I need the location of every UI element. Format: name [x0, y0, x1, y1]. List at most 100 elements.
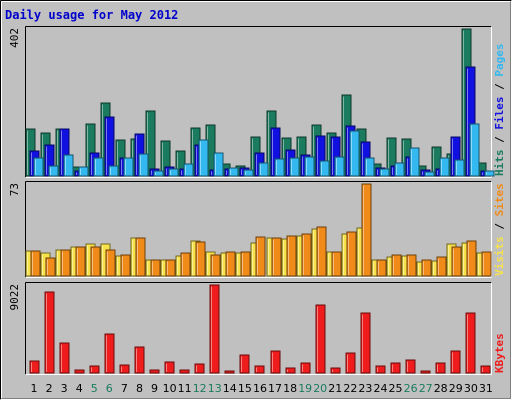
- bar-kbytes-day-8: [134, 346, 145, 374]
- day-label-11: 11: [178, 382, 192, 395]
- bar-pages-day-16: [258, 162, 269, 177]
- day-label-24: 24: [374, 382, 388, 395]
- panel-kbytes: 9022 KBytes: [8, 282, 506, 375]
- bar-pages-day-1: [33, 157, 44, 177]
- bar-sites-day-17: [271, 237, 282, 277]
- bar-pages-day-24: [379, 168, 390, 177]
- bar-sites-day-31: [481, 251, 492, 277]
- chart-panels: 402 Hits / Files / Pages 73 Visits / Sites 9…: [8, 26, 506, 375]
- bar-pages-day-25: [394, 162, 405, 177]
- bar-pages-day-26: [409, 147, 420, 177]
- day-label-14: 14: [223, 382, 237, 395]
- bar-kbytes-day-30: [465, 312, 476, 374]
- bar-pages-day-21: [334, 156, 345, 177]
- day-label-1: 1: [31, 382, 38, 395]
- label-files: Files: [493, 97, 506, 130]
- bar-kbytes-day-7: [119, 364, 130, 374]
- bar-sites-day-13: [210, 254, 221, 277]
- bar-kbytes-day-15: [239, 354, 250, 374]
- bar-sites-day-20: [316, 226, 327, 277]
- bar-kbytes-day-3: [59, 342, 70, 374]
- day-label-31: 31: [479, 382, 493, 395]
- bar-kbytes-day-2: [44, 291, 55, 374]
- bar-pages-day-6: [108, 165, 119, 177]
- bar-kbytes-day-13: [209, 284, 220, 374]
- bar-sites-day-16: [255, 236, 266, 277]
- bar-kbytes-day-19: [300, 362, 311, 374]
- bar-sites-day-26: [406, 254, 417, 277]
- day-label-30: 30: [464, 382, 478, 395]
- bar-sites-day-30: [466, 240, 477, 277]
- bar-kbytes-day-16: [254, 365, 265, 374]
- bar-sites-day-29: [451, 246, 462, 277]
- day-label-5: 5: [91, 382, 98, 395]
- bar-sites-day-23: [361, 183, 372, 277]
- bar-sites-day-19: [301, 233, 312, 277]
- bar-sites-day-6: [105, 249, 116, 277]
- bar-pages-day-3: [63, 154, 74, 177]
- bar-sites-day-8: [135, 237, 146, 277]
- day-label-12: 12: [193, 382, 207, 395]
- label-separator: /: [493, 77, 506, 97]
- day-label-2: 2: [46, 382, 53, 395]
- day-label-17: 17: [268, 382, 282, 395]
- bar-sites-day-21: [331, 251, 342, 277]
- bar-pages-day-28: [439, 157, 450, 177]
- day-label-15: 15: [238, 382, 252, 395]
- bar-pages-day-13: [213, 152, 224, 177]
- bar-pages-day-8: [138, 153, 149, 177]
- bar-pages-day-10: [168, 168, 179, 177]
- day-label-6: 6: [106, 382, 113, 395]
- bar-sites-day-14: [225, 251, 236, 277]
- right-series-label: KBytes: [493, 333, 506, 373]
- bar-pages-day-20: [319, 160, 330, 177]
- day-label-18: 18: [283, 382, 297, 395]
- bar-kbytes-day-4: [74, 369, 85, 374]
- bar-pages-day-14: [228, 167, 239, 177]
- bar-pages-day-19: [304, 156, 315, 177]
- day-label-20: 20: [313, 382, 327, 395]
- day-label-16: 16: [253, 382, 267, 395]
- label-pages: Pages: [493, 44, 506, 77]
- bar-pages-day-12: [198, 139, 209, 177]
- bar-pages-day-22: [349, 130, 360, 177]
- bar-kbytes-day-12: [194, 363, 205, 374]
- chart-title: Daily usage for May 2012: [5, 8, 178, 22]
- bar-pages-day-4: [78, 166, 89, 177]
- panel-hits-files-pages: 402 Hits / Files / Pages: [8, 26, 506, 178]
- bar-kbytes-day-29: [450, 350, 461, 374]
- bar-kbytes-day-24: [375, 365, 386, 374]
- bar-pages-day-15: [243, 169, 254, 177]
- bar-sites-day-28: [436, 256, 447, 277]
- bar-kbytes-day-14: [224, 370, 235, 374]
- bar-sites-day-27: [421, 259, 432, 277]
- bar-kbytes-day-10: [164, 361, 175, 374]
- bar-kbytes-day-28: [435, 362, 446, 374]
- label-kbytes: KBytes: [493, 333, 506, 373]
- bar-pages-day-17: [274, 158, 285, 177]
- bar-kbytes-day-9: [149, 369, 160, 374]
- label-separator: /: [493, 130, 506, 150]
- series-sites: [30, 183, 492, 277]
- bar-pages-day-9: [153, 170, 164, 177]
- bar-kbytes-day-22: [345, 352, 356, 374]
- bar-pages-day-7: [123, 157, 134, 177]
- day-label-8: 8: [136, 382, 143, 395]
- bar-kbytes-day-17: [270, 350, 281, 374]
- series-pages: [33, 123, 495, 177]
- bar-pages-day-30: [469, 123, 480, 177]
- bar-kbytes-day-27: [420, 370, 431, 374]
- bar-pages-day-31: [484, 170, 495, 177]
- day-label-27: 27: [419, 382, 433, 395]
- right-series-label: Hits / Files / Pages: [493, 44, 506, 177]
- bar-sites-day-25: [391, 254, 402, 277]
- bar-sites-day-3: [60, 249, 71, 277]
- day-label-22: 22: [343, 382, 357, 395]
- label-hits: Hits: [493, 150, 506, 177]
- bar-kbytes-day-23: [360, 312, 371, 374]
- bar-sites-day-5: [90, 246, 101, 277]
- day-label-4: 4: [76, 382, 83, 395]
- bar-kbytes-day-5: [89, 365, 100, 374]
- bar-sites-day-18: [286, 235, 297, 277]
